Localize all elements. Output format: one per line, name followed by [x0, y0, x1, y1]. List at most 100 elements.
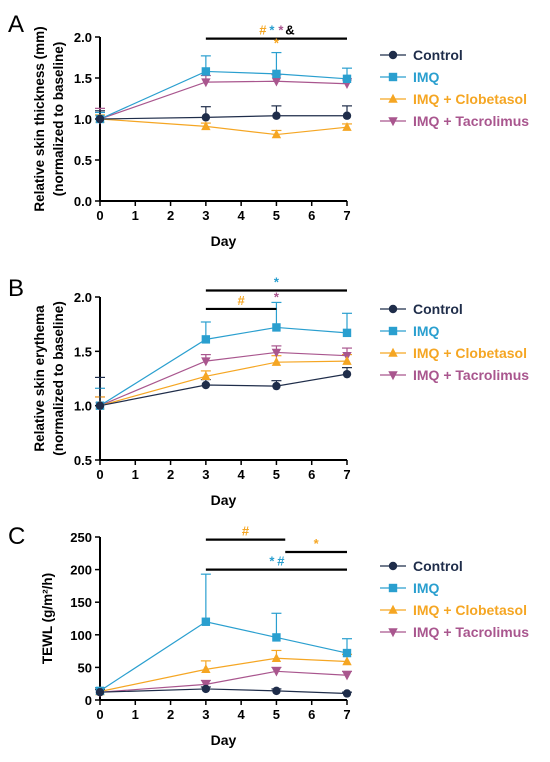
- legend-label: IMQ: [413, 69, 440, 85]
- legend-marker: [388, 72, 398, 82]
- x-tick-label: 4: [238, 208, 246, 223]
- data-point: [95, 401, 105, 410]
- chart-panel-a: A 0.0 0.5 1.0 1.5 2.0 0 1 2 3 4 5 6 7 Day Relative skin…: [8, 11, 529, 249]
- y-tick-label: 2.0: [74, 30, 92, 45]
- significance-marker: #: [238, 293, 246, 308]
- legend-marker: [388, 561, 398, 571]
- x-tick-label: 2: [167, 208, 174, 223]
- series-line: [99, 70, 348, 120]
- data-point: [342, 689, 352, 698]
- legend-label: IMQ: [413, 323, 440, 339]
- data-point: [272, 69, 281, 79]
- y-tick-label: 1.0: [74, 112, 92, 127]
- legend-marker: [388, 604, 398, 614]
- x-tick-label: 1: [132, 467, 139, 482]
- panel-label: C: [8, 523, 25, 550]
- data-point: [342, 355, 352, 365]
- x-tick-label: 5: [273, 707, 280, 722]
- data-point: [201, 380, 211, 390]
- legend-entry: Control: [380, 558, 463, 574]
- data-point: [201, 664, 211, 674]
- data-point: [201, 357, 211, 367]
- x-tick-label: 6: [308, 208, 315, 223]
- series-line: [99, 115, 347, 120]
- x-axis-title: Day: [211, 732, 237, 748]
- legend-marker: [388, 347, 398, 357]
- y-tick-label: 100: [70, 628, 92, 643]
- x-tick-label: 4: [238, 467, 246, 482]
- x-tick-label: 6: [308, 707, 315, 722]
- y-tick-label: 0: [85, 693, 92, 708]
- x-tick-label: 1: [132, 208, 139, 223]
- legend-marker: [388, 326, 398, 336]
- x-tick-label: 6: [308, 467, 315, 482]
- legend-label: IMQ + Tacrolimus: [413, 367, 529, 383]
- data-point: [342, 369, 352, 379]
- data-point: [342, 648, 352, 658]
- legend-marker: [388, 50, 398, 60]
- data-point: [201, 617, 211, 626]
- data-point: [272, 323, 281, 332]
- legend-label: Control: [413, 301, 463, 317]
- data-point: [342, 656, 352, 666]
- data-point: [201, 684, 211, 694]
- chart-panel-c: C 0 50 100 150 200 250 0 1 2 3 4 5 6 7 Day TEWL (g/m²/h)…: [8, 523, 529, 748]
- data-point: [342, 111, 352, 120]
- data-point: [342, 122, 352, 131]
- x-tick-label: 4: [238, 707, 246, 722]
- legend-entry: IMQ + Clobetasol: [380, 602, 527, 618]
- data-point: [201, 67, 211, 76]
- x-tick-label: 7: [343, 707, 350, 722]
- legend-entry: IMQ: [380, 580, 440, 596]
- legend-entry: IMQ + Tacrolimus: [380, 113, 529, 129]
- x-tick-label: 3: [202, 208, 209, 223]
- data-point: [342, 74, 352, 84]
- y-tick-label: 1.5: [74, 71, 92, 86]
- y-tick-label: 50: [78, 660, 92, 675]
- significance-marker: *: [278, 23, 284, 38]
- legend-entry: Control: [380, 47, 463, 63]
- y-tick-label: 1.5: [74, 344, 92, 359]
- y-axis-title: Relative skin erythema: [32, 305, 47, 452]
- x-tick-label: 7: [343, 467, 350, 482]
- x-tick-label: 0: [96, 467, 103, 482]
- y-tick-label: 150: [70, 595, 92, 610]
- panel-label: A: [8, 11, 24, 38]
- series-line: [99, 657, 348, 693]
- legend-marker: [388, 117, 398, 127]
- significance-marker: *: [274, 36, 280, 51]
- x-tick-label: 5: [273, 208, 280, 223]
- x-tick-label: 1: [132, 707, 139, 722]
- legend-label: IMQ + Clobetasol: [413, 602, 527, 618]
- significance-marker: #: [277, 554, 285, 569]
- legend-marker: [388, 371, 398, 381]
- x-tick-label: 2: [167, 467, 174, 482]
- data-point: [342, 671, 352, 681]
- data-point: [272, 633, 281, 642]
- significance-marker: #: [242, 524, 250, 539]
- data-point: [271, 667, 282, 677]
- y-tick-label: 2.0: [74, 290, 92, 305]
- legend-entry: IMQ: [380, 69, 440, 85]
- y-axis-title: TEWL (g/m²/h): [40, 573, 55, 664]
- data-point: [95, 114, 105, 124]
- legend-marker: [388, 93, 398, 103]
- legend-marker: [388, 583, 398, 593]
- significance-marker: *: [274, 274, 280, 289]
- legend-marker: [388, 628, 398, 638]
- series-line: [99, 688, 348, 695]
- y-tick-label: 200: [70, 563, 92, 578]
- series-line: [99, 351, 348, 407]
- significance-marker: &: [285, 23, 294, 38]
- significance-marker: *: [269, 554, 275, 569]
- legend-entry: IMQ + Clobetasol: [380, 91, 527, 107]
- legend-label: IMQ + Tacrolimus: [413, 113, 529, 129]
- legend-label: IMQ: [413, 580, 440, 596]
- x-tick-label: 0: [96, 208, 103, 223]
- x-tick-label: 3: [202, 467, 209, 482]
- legend-label: Control: [413, 47, 463, 63]
- data-point: [95, 687, 105, 697]
- x-tick-label: 7: [343, 208, 350, 223]
- data-point: [271, 129, 282, 139]
- data-point: [271, 653, 282, 662]
